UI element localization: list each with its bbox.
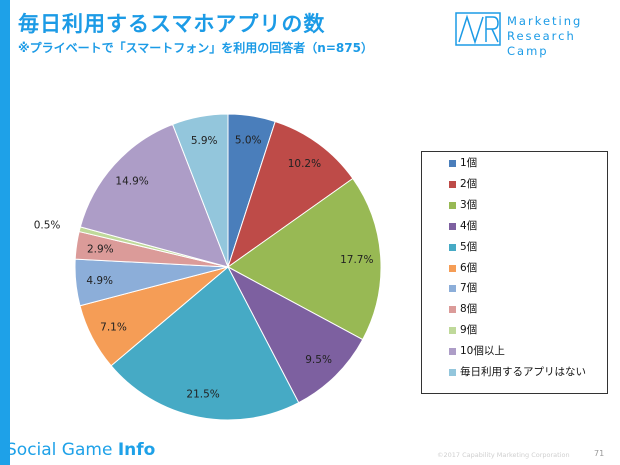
pie-slice-5 bbox=[110, 266, 300, 421]
mr-logo-icon bbox=[455, 12, 501, 46]
legend-label-10: 10個以上 bbox=[460, 345, 505, 358]
legend-item-5: 5個 bbox=[449, 240, 478, 254]
page-number: 71 bbox=[594, 449, 605, 458]
legend-item-10: 10個以上 bbox=[449, 344, 505, 358]
legend-label-6: 6個 bbox=[460, 261, 478, 274]
logo-line-2: Research Camp bbox=[507, 29, 576, 58]
legend-label-9: 9個 bbox=[460, 324, 478, 337]
legend-label-3: 3個 bbox=[460, 198, 478, 211]
legend-swatch-11 bbox=[449, 369, 456, 376]
legend-item-7: 7個 bbox=[449, 281, 478, 295]
legend-swatch-9 bbox=[449, 327, 456, 335]
legend-swatch-2 bbox=[449, 180, 456, 188]
legend-label-5: 5個 bbox=[460, 240, 478, 253]
legend-swatch-4 bbox=[449, 222, 456, 230]
brand-watermark: Social Game Info bbox=[6, 440, 155, 460]
legend-swatch-10 bbox=[449, 348, 456, 356]
legend-label-4: 4個 bbox=[460, 219, 478, 232]
legend-item-8: 8個 bbox=[449, 302, 478, 316]
pie-slice-11 bbox=[171, 113, 229, 268]
legend-swatch-7 bbox=[449, 285, 456, 293]
legend-swatch-8 bbox=[449, 306, 456, 314]
logo-line-1: Marketing bbox=[507, 14, 583, 28]
legend-item-1: 1個 bbox=[449, 156, 478, 170]
pie-slice-10 bbox=[79, 123, 229, 268]
page-subtitle: ※プライベートで「スマートフォン」を利用の回答者（n=875） bbox=[18, 41, 373, 55]
slice-label-5: 21.5% bbox=[186, 389, 219, 401]
pie-slice-2 bbox=[227, 120, 354, 269]
legend-swatch-3 bbox=[449, 201, 456, 209]
left-accent-bar bbox=[0, 0, 10, 465]
slice-label-7: 4.9% bbox=[86, 275, 113, 287]
legend-item-6: 6個 bbox=[449, 261, 478, 275]
legend-item-3: 3個 bbox=[449, 198, 478, 212]
legend-label-2: 2個 bbox=[460, 177, 478, 190]
legend-label-7: 7個 bbox=[460, 282, 478, 295]
legend-label-1: 1個 bbox=[460, 157, 478, 169]
legend-item-9: 9個 bbox=[449, 323, 478, 337]
logo-text: Marketing Research Camp bbox=[507, 14, 620, 59]
legend-item-4: 4個 bbox=[449, 219, 478, 233]
legend-label-8: 8個 bbox=[460, 303, 478, 316]
legend-swatch-1 bbox=[449, 160, 456, 167]
slice-label-9: 0.5% bbox=[34, 219, 61, 231]
chart-legend: 1個 2個 3個 4個 5個 6個 7個 8個 9個 10個以上毎日利用するアプリはない bbox=[421, 151, 608, 394]
legend-label-11: 毎日利用するアプリはない bbox=[460, 366, 586, 378]
brand-bold: Info bbox=[117, 440, 156, 460]
slice-label-4: 9.5% bbox=[305, 354, 332, 366]
legend-swatch-5 bbox=[449, 243, 456, 251]
slice-label-6: 7.1% bbox=[100, 321, 127, 333]
slice-label-3: 17.7% bbox=[340, 254, 373, 266]
slice-label-1: 5.0% bbox=[235, 135, 262, 147]
logo-mark bbox=[455, 12, 501, 46]
slice-label-8: 2.9% bbox=[87, 244, 114, 256]
slice-label-2: 10.2% bbox=[288, 158, 321, 170]
legend-item-11: 毎日利用するアプリはない bbox=[449, 365, 586, 379]
legend-item-2: 2個 bbox=[449, 177, 478, 191]
slice-label-11: 5.9% bbox=[191, 135, 218, 147]
page-title: 毎日利用するスマホアプリの数 bbox=[18, 12, 326, 36]
slice-label-10: 14.9% bbox=[115, 176, 148, 188]
copyright-text: ©2017 Capability Marketing Corporation bbox=[437, 451, 570, 459]
brand-light: Social Game bbox=[6, 440, 118, 460]
pie-slice-4 bbox=[226, 265, 364, 404]
legend-swatch-6 bbox=[449, 264, 456, 272]
pie-slice-3 bbox=[227, 177, 382, 341]
